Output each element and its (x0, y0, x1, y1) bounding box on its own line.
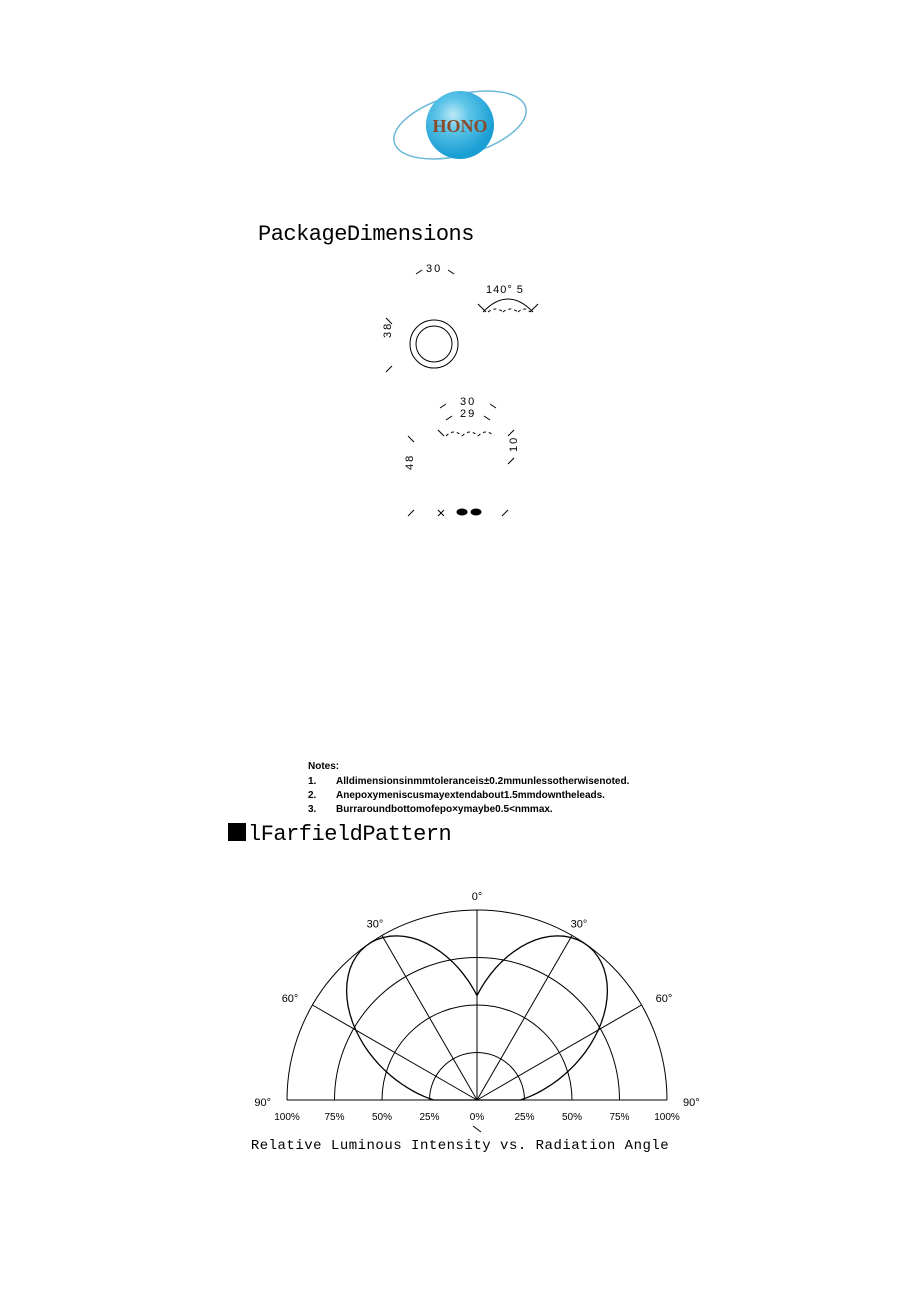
svg-text:60°: 60° (282, 993, 299, 1005)
note-item: 2.Anepoxymeniscusmayextendabout1.5mmdown… (308, 789, 629, 803)
svg-text:50%: 50% (372, 1112, 392, 1123)
dim-flange: 10 (508, 436, 520, 452)
dim-inner-width: 29 (460, 408, 476, 420)
logo-text: HONO (432, 116, 487, 136)
farfield-polar-chart: 90°60°30°0°30°60°90°100%75%50%25%0%25%50… (242, 870, 712, 1150)
dim-angle: 140° 5 (486, 284, 524, 296)
svg-text:30°: 30° (367, 918, 384, 930)
svg-text:25%: 25% (419, 1112, 439, 1123)
svg-text:75%: 75% (324, 1112, 344, 1123)
svg-text:100%: 100% (274, 1112, 300, 1123)
svg-text:25%: 25% (514, 1112, 534, 1123)
svg-text:90°: 90° (683, 1097, 700, 1109)
svg-text:60°: 60° (656, 993, 673, 1005)
svg-text:50%: 50% (562, 1112, 582, 1123)
svg-text:0%: 0% (470, 1112, 485, 1123)
dim-body-height: 48 (404, 454, 416, 470)
svg-text:30°: 30° (571, 918, 588, 930)
farfield-title: lFarfieldPattern (228, 822, 451, 847)
dim-circle-height: 38 (382, 322, 394, 338)
polar-caption: Relative Luminous Intensity vs. Radiatio… (251, 1138, 669, 1154)
svg-text:90°: 90° (254, 1097, 271, 1109)
package-dimensions-diagram: 30 140° 5 38 30 29 48 10 (368, 260, 568, 540)
note-item: 3.Burraroundbottomofepo×ymaybe0.5<nmmax. (308, 803, 629, 817)
package-dimensions-title: PackageDimensions (258, 222, 474, 247)
note-item: 1.Alldimensionsinmmtoleranceis±0.2mmunle… (308, 775, 629, 789)
svg-text:75%: 75% (609, 1112, 629, 1123)
svg-text:0°: 0° (472, 891, 483, 903)
dim-body-width: 30 (460, 396, 476, 408)
notes-heading: Notes: (308, 760, 629, 774)
bullet-icon (228, 823, 246, 841)
dim-top-width: 30 (426, 263, 442, 275)
logo: HONO (385, 75, 535, 175)
svg-text:100%: 100% (654, 1112, 680, 1123)
package-notes: Notes: 1.Alldimensionsinmmtoleranceis±0.… (308, 760, 629, 817)
